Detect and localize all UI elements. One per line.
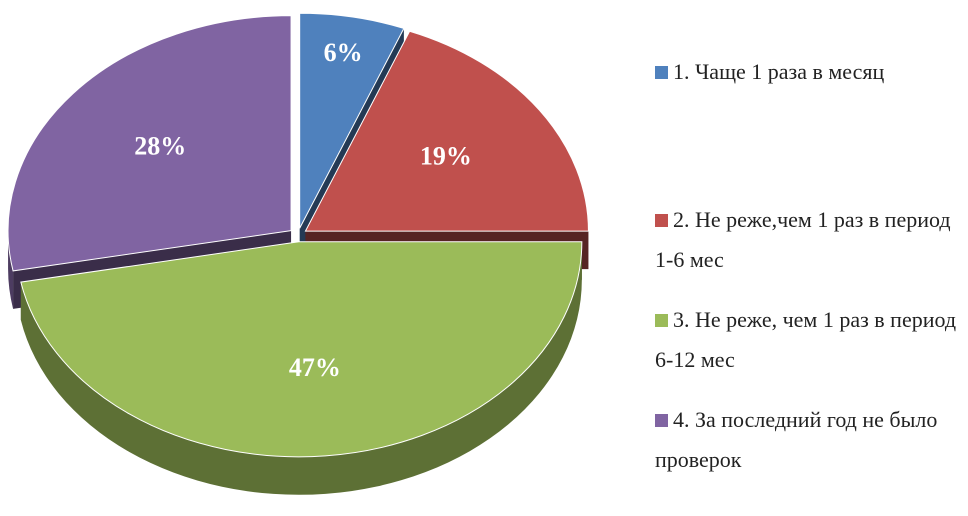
legend-swatch — [655, 414, 668, 427]
legend-label: 2. Не реже,чем 1 раз в период 1-6 мес — [655, 207, 951, 272]
legend-label: 1. Чаще 1 раза в месяц — [673, 59, 885, 84]
legend-label: 4. За последний год не было проверок — [655, 407, 938, 472]
slice — [304, 30, 589, 232]
slice — [20, 241, 583, 458]
data-label: 19% — [420, 142, 472, 171]
legend-swatch — [655, 214, 668, 227]
legend-item: 3. Не реже, чем 1 раз в период 6-12 мес — [655, 300, 960, 380]
pie-area: 6% 19% 47% 28% — [7, 12, 589, 495]
slice-side — [8, 230, 14, 309]
legend-swatch — [655, 66, 668, 79]
data-label: 6% — [324, 38, 363, 67]
legend-item: 2. Не реже,чем 1 раз в период 1-6 мес — [655, 200, 960, 280]
slice-side — [20, 241, 582, 495]
data-label: 47% — [289, 353, 341, 382]
legend-item: 4. За последний год не было проверок — [655, 400, 960, 480]
legend-item: 1. Чаще 1 раза в месяц — [655, 52, 960, 92]
slice — [299, 12, 405, 229]
legend-swatch — [655, 314, 668, 327]
data-label: 28% — [134, 131, 186, 160]
legend-label: 3. Не реже, чем 1 раз в период 6-12 мес — [655, 307, 957, 372]
slice — [7, 15, 292, 272]
